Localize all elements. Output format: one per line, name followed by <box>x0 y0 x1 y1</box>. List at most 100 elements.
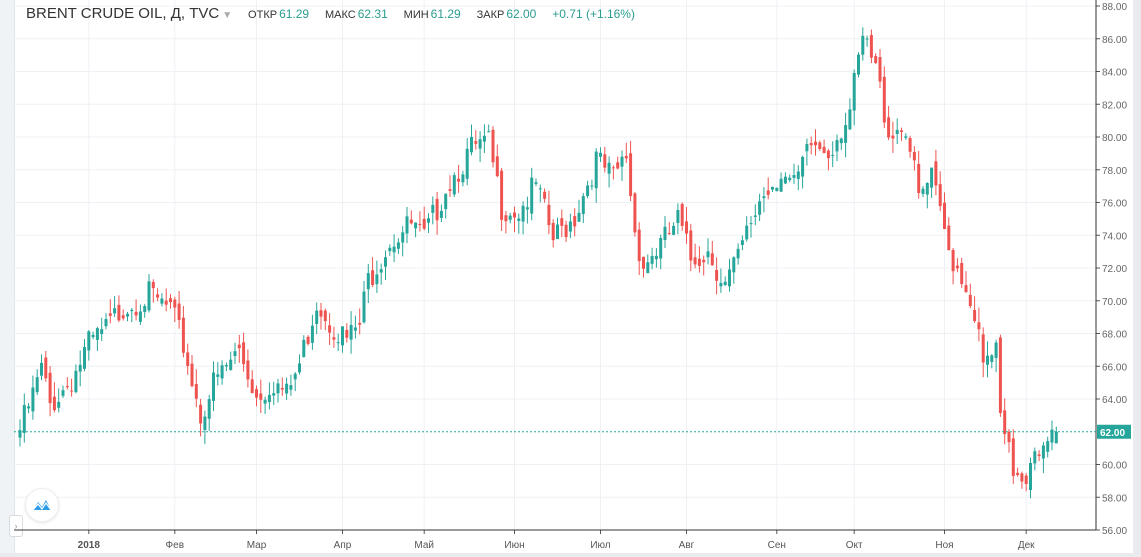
candle-body <box>697 258 701 266</box>
candle <box>474 130 478 150</box>
scrollbar[interactable] <box>1133 0 1141 557</box>
candle <box>181 305 185 358</box>
candle-body <box>444 193 448 210</box>
candle-body <box>861 35 865 55</box>
candle <box>659 234 663 270</box>
candle-body <box>250 379 254 394</box>
candle <box>117 295 121 323</box>
candle-body <box>874 56 878 63</box>
candle <box>848 98 852 131</box>
candle <box>599 147 602 163</box>
symbol-title[interactable]: BRENT CRUDE OIL, Д, TVC <box>26 5 220 22</box>
candle <box>384 250 387 280</box>
candle <box>706 238 710 265</box>
candle-body <box>895 129 899 135</box>
candle <box>779 172 783 192</box>
candle <box>852 69 856 126</box>
candle-body <box>723 281 727 286</box>
y-tick-label: 70.00 <box>1102 297 1127 308</box>
candle <box>302 335 306 358</box>
candle-body <box>801 156 805 177</box>
candle-body <box>164 300 168 305</box>
candle-body <box>525 207 529 210</box>
x-tick-label: Июн <box>504 540 524 551</box>
candle <box>740 235 744 251</box>
candle-body <box>57 401 61 408</box>
candle-body <box>930 167 934 188</box>
candle-body <box>762 196 766 199</box>
candle <box>642 256 645 278</box>
candle <box>805 138 809 166</box>
candle <box>422 206 426 231</box>
candle-body <box>650 255 654 264</box>
candle-body <box>147 281 151 311</box>
candle <box>457 165 461 193</box>
candle-body <box>384 257 387 267</box>
candle-body <box>349 324 353 340</box>
candle <box>134 299 138 321</box>
candle-body <box>74 370 78 393</box>
candle <box>224 362 228 372</box>
candle <box>465 138 469 186</box>
candle-body <box>745 225 749 240</box>
candle <box>147 273 151 313</box>
candle-body <box>882 76 886 123</box>
candle-body <box>310 325 314 343</box>
candle-body <box>40 362 43 376</box>
candle <box>1024 473 1028 492</box>
candle-body <box>504 215 508 222</box>
candle-body <box>366 273 370 290</box>
x-tick-label: Ноя <box>935 540 953 551</box>
candle <box>444 193 448 219</box>
candle-body <box>521 205 525 222</box>
candle <box>418 211 422 232</box>
candle-body <box>177 303 181 320</box>
candle <box>487 124 491 133</box>
y-tick-label: 76.00 <box>1102 199 1127 210</box>
candle <box>564 220 568 242</box>
candle-body <box>891 135 895 139</box>
candle <box>289 374 293 396</box>
candle-body <box>1041 445 1045 459</box>
candle-body <box>224 364 228 367</box>
candle-body <box>95 328 99 340</box>
candle <box>91 331 95 340</box>
candle <box>74 364 78 394</box>
candle-body <box>362 291 366 323</box>
candle-body <box>624 155 628 159</box>
candle <box>259 379 263 413</box>
candle-body <box>31 387 35 412</box>
candle-body <box>740 240 744 245</box>
x-tick-label: 2018 <box>78 540 101 551</box>
candle-body <box>968 294 972 307</box>
candle-body <box>48 372 52 404</box>
candle-body <box>556 224 559 240</box>
candle <box>1007 429 1011 453</box>
chevron-down-icon[interactable]: ▼ <box>222 10 233 21</box>
candle <box>672 222 676 236</box>
candle-body <box>977 322 981 330</box>
candle-body <box>654 255 658 260</box>
candle <box>280 377 284 396</box>
candle <box>581 193 585 223</box>
candle <box>783 172 787 185</box>
candle-body <box>427 218 430 223</box>
candle <box>521 201 525 235</box>
candle <box>603 146 607 173</box>
candle-body <box>246 360 250 380</box>
candle <box>732 256 736 284</box>
candle-body <box>143 306 147 312</box>
tradingview-logo-icon[interactable] <box>25 488 59 522</box>
candle-body <box>104 319 108 327</box>
candle-body <box>83 347 86 369</box>
collapse-toolbar-button[interactable]: › <box>9 515 23 537</box>
candle-body <box>1020 473 1024 482</box>
candle-body <box>422 218 426 229</box>
candle-body <box>646 262 650 274</box>
candle-body <box>912 151 916 161</box>
candle <box>551 219 555 248</box>
candle-body <box>229 359 233 370</box>
candle-body <box>538 188 542 190</box>
close-value: 62.00 <box>506 7 537 21</box>
